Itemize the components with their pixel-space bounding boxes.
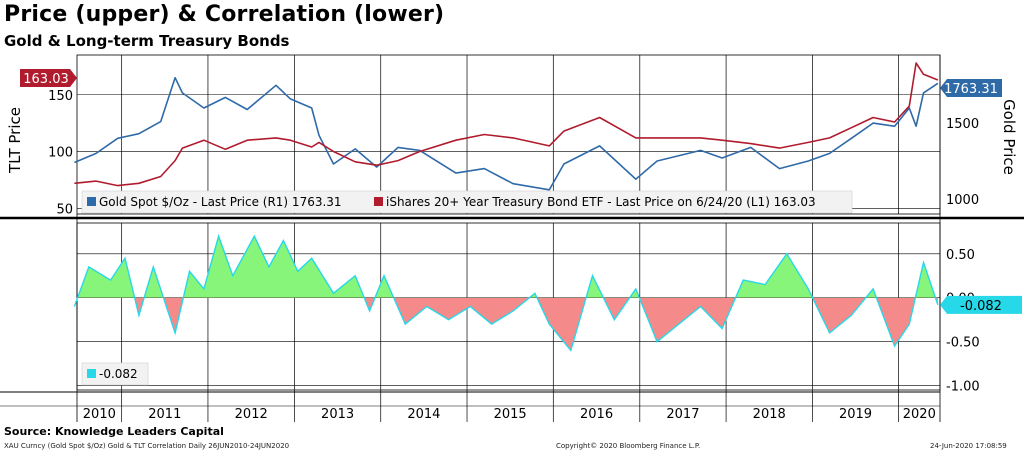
tlt-last-value: 163.03 [23,72,69,87]
corr-last-tag [940,295,1022,314]
year-tick-label: 2014 [407,407,440,422]
left-tick-label: 100 [48,146,73,161]
chart-title: Price (upper) & Correlation (lower) [4,2,445,27]
legend-swatch-corr [87,369,96,378]
legend-swatch-gold [87,197,96,206]
lower-legend [81,362,149,386]
year-tick-label: 2012 [235,407,268,422]
year-tick-label: 2013 [321,407,354,422]
year-tick-label: 2015 [494,407,527,422]
year-tick-label: 2011 [148,407,181,422]
corr-line [73,233,939,352]
year-tick-label: 2016 [580,407,613,422]
gold-last-value: 1763.31 [944,82,998,97]
year-tick-label: 2017 [666,407,699,422]
legend-label-tlt: iShares 20+ Year Treasury Bond ETF - Las… [386,195,816,209]
year-tick-label: 2019 [839,407,872,422]
chart-description: XAU Curncy (Gold Spot $/Oz) Gold & TLT C… [4,442,290,450]
corr-tick-label: -0.50 [946,336,980,351]
legend-label-gold: Gold Spot $/Oz - Last Price (R1) 1763.31 [99,195,342,209]
corr-tick-label: 0.50 [946,248,975,263]
legend-swatch-tlt [374,197,383,206]
copyright-note: Copyright© 2020 Bloomberg Finance L.P. [556,442,701,450]
gold-price-line [74,76,939,191]
left-tick-label: 150 [48,89,73,104]
corr-tick-label: -1.00 [946,380,980,395]
year-tick-label: 2010 [83,407,116,422]
corr-negative-area [77,297,938,351]
timestamp: 24-Jun-2020 17:08:59 [930,442,1007,450]
right-tick-label: 1000 [946,193,979,208]
left-axis-title: TLT Price [6,107,24,174]
year-tick-label: 2020 [903,407,936,422]
gold-last-tag [940,79,1002,97]
source-note: Source: Knowledge Leaders Capital [4,425,224,438]
upper-panel [76,54,941,215]
tlt-last-tag [20,69,77,87]
legend-label-corr: -0.082 [99,367,138,381]
chart-subtitle: Gold & Long-term Treasury Bonds [4,32,290,50]
upper-legend [81,190,853,214]
year-tick-label: 2018 [753,407,786,422]
right-tick-label: 1500 [946,117,979,132]
corr-last-value: -0.082 [960,299,1002,314]
corr-positive-area [77,236,938,298]
right-axis-title: Gold Price [1000,99,1018,175]
left-tick-label: 50 [56,202,73,217]
tlt-price-line [74,62,939,187]
